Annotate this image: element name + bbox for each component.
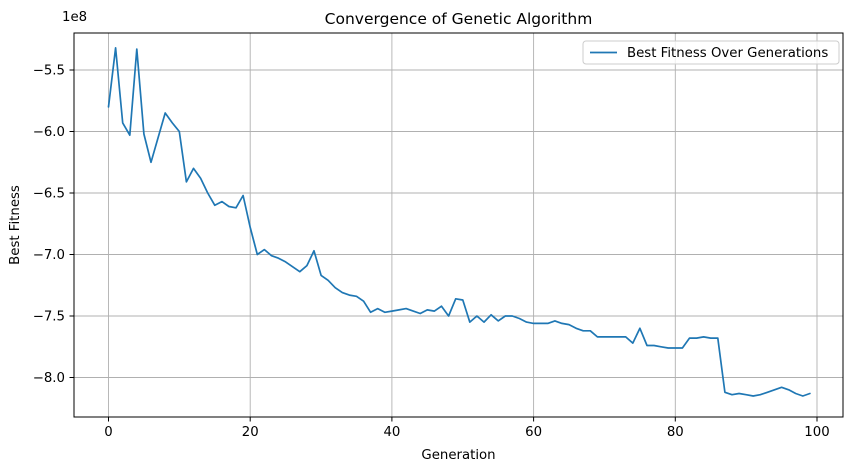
x-tick-label: 80	[667, 425, 684, 440]
x-tick-label: 100	[804, 425, 829, 440]
legend-entry-label: Best Fitness Over Generations	[627, 46, 828, 61]
y-tick-label: −8.0	[33, 371, 65, 386]
x-axis-label: Generation	[421, 448, 495, 463]
x-tick-label: 0	[104, 425, 112, 440]
x-tick-label: 20	[242, 425, 259, 440]
tick-labels: 0 20 40 60 80 100 −5.5 −6.0 −6.5 −7.0 −7.5 −8.0	[33, 64, 830, 441]
y-tick-label: −6.5	[33, 187, 65, 202]
y-axis-offset-label: 1e8	[62, 10, 87, 25]
y-tick-label: −7.5	[33, 310, 65, 325]
y-axis-label: Best Fitness	[8, 185, 23, 265]
chart-title: Convergence of Genetic Algorithm	[325, 10, 593, 28]
grid-lines	[74, 33, 843, 417]
x-tick-label: 60	[525, 425, 542, 440]
best-fitness-line	[107, 47, 811, 397]
x-tick-label: 40	[383, 425, 400, 440]
legend: Best Fitness Over Generations	[582, 40, 840, 65]
axes-spines	[73, 32, 844, 418]
y-tick-label: −6.0	[33, 125, 65, 140]
legend-box	[582, 40, 840, 65]
tick-marks	[69, 69, 818, 422]
y-tick-label: −5.5	[33, 64, 65, 79]
y-tick-label: −7.0	[33, 248, 65, 263]
